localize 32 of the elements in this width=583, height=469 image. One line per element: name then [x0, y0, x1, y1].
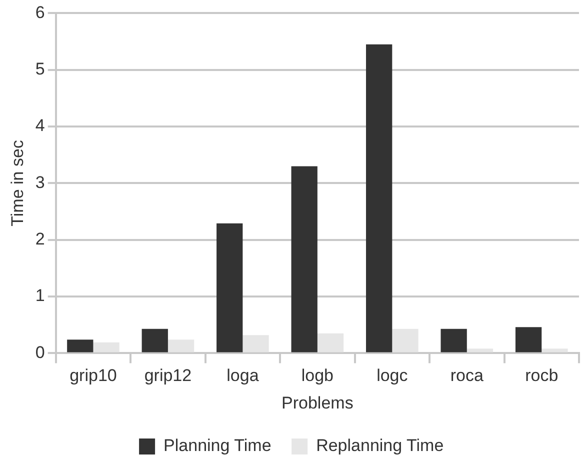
y-tick-label: 0 — [35, 342, 45, 362]
x-tick-label: grip10 — [70, 366, 117, 386]
bar — [242, 335, 269, 352]
bar — [216, 223, 243, 352]
x-tick-label: loga — [226, 366, 260, 386]
y-tick-label: 2 — [35, 230, 45, 249]
bar — [366, 44, 392, 352]
bar — [93, 342, 120, 352]
bar — [392, 328, 418, 352]
x-tick-label: rocb — [525, 366, 558, 386]
bar — [466, 348, 494, 352]
bar — [542, 348, 568, 352]
x-tick-label: roca — [450, 366, 484, 386]
bar — [515, 327, 542, 352]
bar — [168, 340, 194, 352]
y-axis-title: Time in sec — [8, 140, 27, 226]
bar — [67, 340, 94, 352]
y-tick-label: 3 — [35, 172, 45, 192]
x-tick-label: logb — [301, 366, 334, 386]
bar — [317, 333, 344, 352]
x-tick-label: grip12 — [144, 366, 192, 386]
y-tick-label: 5 — [35, 60, 45, 79]
x-tick-label: logc — [376, 366, 408, 386]
x-axis-title: Problems — [282, 393, 354, 412]
bar — [142, 328, 168, 352]
y-tick-label: 4 — [35, 116, 45, 136]
legend-label: Replanning Time — [316, 436, 444, 456]
y-tick-label: 1 — [35, 286, 45, 306]
legend-label: Planning Time — [164, 436, 272, 456]
y-tick-label: 6 — [35, 2, 45, 22]
bar — [291, 166, 318, 352]
bar — [440, 328, 467, 352]
